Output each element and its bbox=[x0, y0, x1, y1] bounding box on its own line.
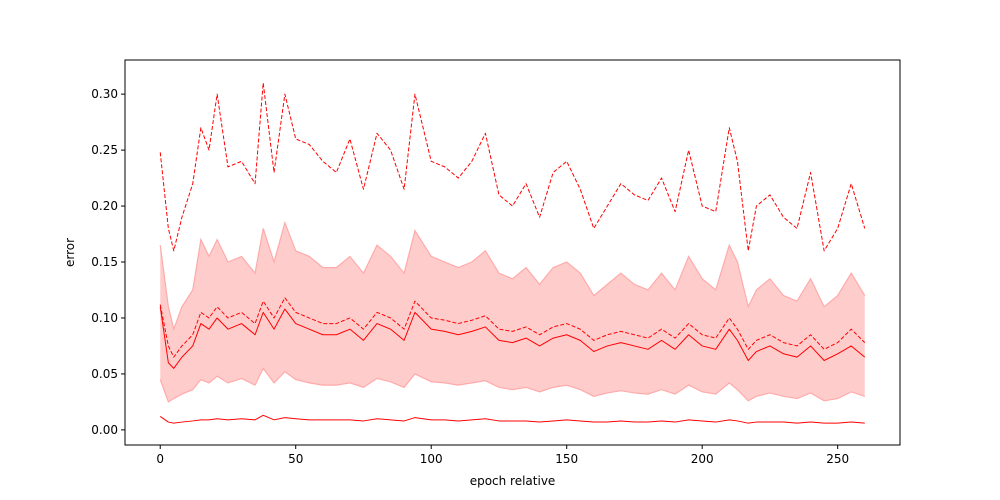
x-axis-label: epoch relative bbox=[470, 474, 556, 488]
y-tick-label: 0.10 bbox=[91, 311, 118, 325]
y-axis: 0.00 0.05 0.10 0.15 0.20 0.25 0.30 bbox=[91, 87, 125, 437]
band-upper-edge bbox=[159, 220, 866, 332]
y-tick-label: 0.30 bbox=[91, 87, 118, 101]
plot-frame bbox=[124, 59, 901, 446]
series-line-4 bbox=[159, 414, 865, 424]
y-tick-label: 0.15 bbox=[91, 255, 118, 269]
band-lower-edge bbox=[159, 367, 865, 403]
series-line-3 bbox=[159, 306, 866, 369]
x-tick-label: 50 bbox=[288, 452, 303, 466]
confidence-band bbox=[159, 220, 866, 403]
y-tick-label: 0.00 bbox=[91, 423, 118, 437]
x-tick-label: 200 bbox=[691, 452, 714, 466]
y-tick-label: 0.20 bbox=[91, 199, 118, 213]
band-area bbox=[160, 222, 865, 402]
series-line-1 bbox=[159, 82, 866, 252]
x-tick-label: 250 bbox=[826, 452, 849, 466]
series-line-2 bbox=[159, 297, 866, 358]
series-lines bbox=[159, 82, 866, 424]
x-tick-label: 150 bbox=[555, 452, 578, 466]
y-tick-label: 0.05 bbox=[91, 367, 118, 381]
x-tick-label: 100 bbox=[420, 452, 443, 466]
x-axis: 0 50 100 150 200 250 bbox=[156, 445, 849, 466]
x-tick-label: 0 bbox=[156, 452, 164, 466]
y-tick-label: 0.25 bbox=[91, 143, 118, 157]
y-axis-label: error bbox=[63, 238, 77, 267]
